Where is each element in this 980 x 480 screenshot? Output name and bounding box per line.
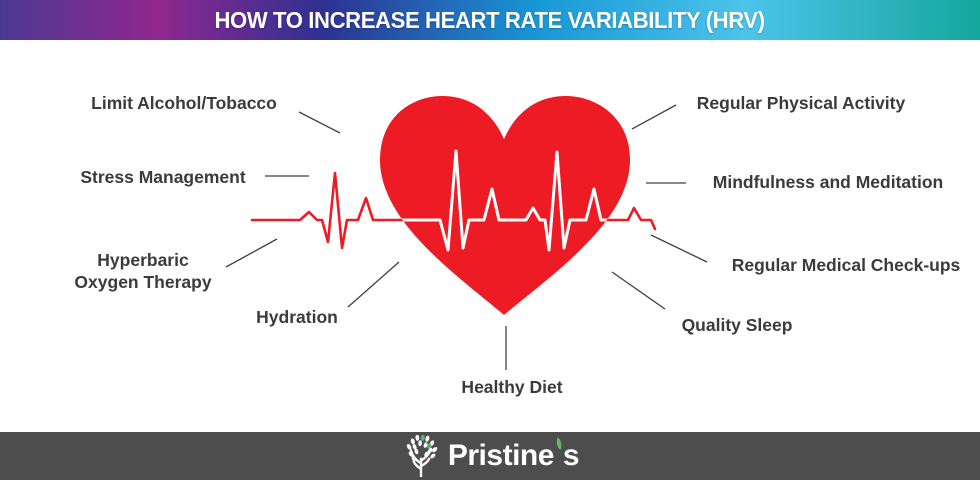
connector-lines: [225, 104, 708, 370]
brand-name-left: Pristine: [447, 439, 555, 472]
footer-bar: Pristine s: [0, 432, 980, 480]
label-regular-medical-check-ups: Regular Medical Check-ups: [731, 255, 961, 276]
label-healthy-diet: Healthy Diet: [461, 377, 563, 398]
page-title: HOW TO INCREASE HEART RATE VARIABILITY (…: [214, 6, 766, 33]
label-hyperbaric-oxygen-therapy: Hyperbaric Oxygen Therapy: [74, 250, 212, 292]
brand-wordmark: Pristine s: [447, 437, 580, 473]
brand-name-right: s: [562, 439, 580, 472]
connector-limit-alcohol-tobacco: [298, 111, 341, 134]
connector-hydration: [347, 261, 400, 308]
label-quality-sleep: Quality Sleep: [681, 315, 793, 336]
ecg-heartbeat-line-inside-heart: [380, 149, 630, 252]
leaf-apostrophe-icon: [554, 437, 563, 450]
heart-icon: [380, 96, 630, 315]
label-mindfulness-and-meditation: Mindfulness and Meditation: [712, 172, 944, 193]
label-limit-alcohol-tobacco: Limit Alcohol/Tobacco: [91, 93, 277, 114]
connector-regular-medical-check-ups: [650, 234, 708, 263]
connector-regular-physical-activity: [631, 104, 677, 130]
connector-hyperbaric-oxygen-therapy: [225, 238, 278, 268]
label-hydration: Hydration: [256, 307, 338, 328]
tree-green-leaves: [420, 435, 432, 449]
label-stress-management: Stress Management: [80, 167, 246, 188]
header-bar: HOW TO INCREASE HEART RATE VARIABILITY (…: [0, 0, 980, 40]
tree-icon: [406, 435, 438, 477]
label-regular-physical-activity: Regular Physical Activity: [696, 93, 906, 114]
connector-quality-sleep: [611, 271, 666, 310]
